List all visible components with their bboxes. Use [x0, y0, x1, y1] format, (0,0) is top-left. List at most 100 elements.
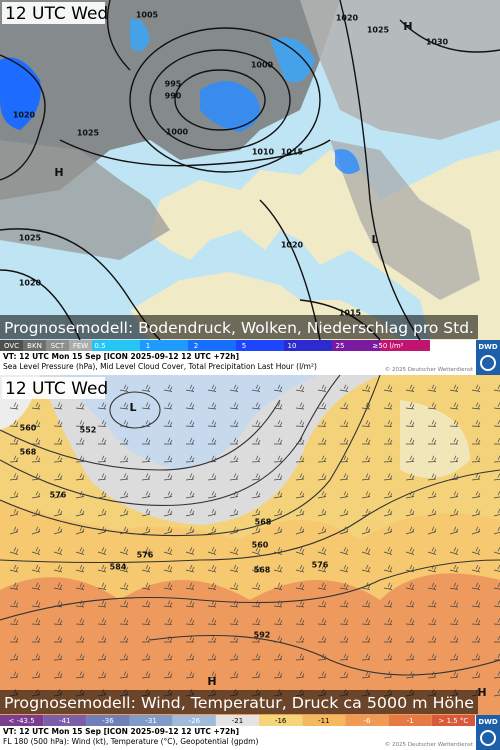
wind-barb — [427, 618, 437, 625]
wind-barb — [185, 526, 195, 535]
wind-barb — [141, 420, 151, 427]
wind-barb — [383, 671, 393, 679]
wind-barb — [317, 582, 327, 590]
map-label: 592 — [254, 631, 271, 640]
legend-label: SCT — [51, 342, 65, 350]
legend-label: 2 — [194, 342, 198, 350]
wind-barb — [163, 491, 173, 499]
wind-barb — [251, 671, 261, 679]
wind-barb — [273, 402, 283, 410]
wind-barb — [53, 653, 63, 661]
wind-barb — [339, 547, 349, 555]
wind-barb — [339, 491, 349, 499]
wind-barb — [317, 491, 327, 499]
wind-barb — [340, 635, 349, 643]
map-label: H — [477, 686, 486, 699]
legend-label: < -43.5 — [8, 717, 34, 725]
wind-barb — [141, 455, 151, 463]
wind-barb — [295, 600, 305, 608]
wind-barb — [119, 564, 129, 573]
wind-barb — [251, 473, 261, 481]
wind-barb — [75, 420, 85, 427]
wind-barb — [405, 582, 415, 590]
wind-barb — [251, 526, 261, 535]
wind-barb — [163, 526, 173, 535]
wind-barb — [185, 402, 195, 410]
wind-barb — [361, 653, 371, 661]
wind-barb — [31, 582, 41, 590]
wind-barb — [229, 564, 239, 573]
wind-barb — [229, 508, 239, 517]
wind-barb — [340, 437, 349, 445]
valid-time: VT: 12 UTC Mon 15 Sep [ICON 2025-09-12 1… — [3, 727, 239, 736]
wind-barb — [361, 402, 371, 410]
legend-swatch — [380, 340, 430, 351]
wind-barb — [471, 402, 481, 410]
wind-barb — [361, 547, 371, 555]
wind-barb — [229, 473, 239, 481]
wind-barb — [9, 420, 19, 427]
map-label: 995 — [165, 80, 182, 89]
wind-barb — [229, 526, 239, 535]
wind-barb — [185, 491, 195, 499]
map-label: 1025 — [19, 234, 42, 243]
wind-barb — [383, 491, 393, 499]
wind-barb — [361, 473, 371, 481]
wind-barb — [427, 473, 437, 481]
wind-barb — [9, 473, 19, 481]
wind-barb — [251, 582, 261, 590]
wind-barb — [97, 508, 107, 517]
wind-barb — [9, 582, 19, 590]
wind-barb — [141, 618, 151, 625]
wind-barb — [207, 384, 217, 392]
wind-barb — [361, 491, 371, 499]
wind-barb — [75, 526, 85, 535]
wind-barb — [339, 473, 349, 481]
wind-barb — [207, 420, 217, 427]
map-label: 584 — [110, 563, 127, 572]
wind-barb — [141, 384, 151, 392]
wind-barb — [251, 653, 261, 661]
legend-label: -26 — [189, 717, 201, 725]
wind-barb — [230, 437, 239, 445]
wind-barb — [273, 420, 283, 427]
panel: 552 560 568 576 584 576 568 560 568 576 592 L H H 12 U… — [0, 377, 500, 750]
wind-barb — [405, 508, 415, 517]
caption-box — [0, 315, 478, 339]
wind-barb — [317, 384, 327, 392]
map-label: 1000 — [166, 128, 189, 137]
wind-barb — [163, 653, 173, 661]
wind-barb — [32, 437, 41, 445]
wind-barb — [185, 582, 195, 590]
legend-label: -11 — [318, 717, 329, 725]
wind-barb — [405, 547, 415, 555]
wind-barb — [185, 384, 195, 392]
wind-barb — [339, 653, 349, 661]
wind-barb — [163, 600, 173, 608]
wind-barb — [9, 526, 19, 535]
wind-barb — [207, 618, 217, 625]
wind-barb — [317, 618, 327, 625]
wind-barb — [31, 455, 41, 463]
wind-barb — [164, 635, 173, 643]
wind-barb — [119, 653, 129, 661]
map-label: 576 — [50, 491, 67, 500]
wind-barb — [383, 455, 393, 463]
legend-label: 5 — [242, 342, 246, 350]
wind-barb — [406, 437, 415, 445]
wind-barb — [339, 420, 349, 427]
wind-barb — [383, 653, 393, 661]
legend-swatch — [431, 715, 475, 726]
wind-barb — [53, 600, 63, 608]
wind-barb — [163, 420, 173, 427]
wind-barb — [207, 402, 217, 410]
wind-barb — [317, 653, 327, 661]
map-label: 1025 — [77, 129, 100, 138]
wind-barb — [98, 437, 107, 445]
wind-barb — [251, 618, 261, 625]
legend-swatch — [172, 715, 216, 726]
wind-barb — [9, 564, 19, 573]
wind-barb — [119, 508, 129, 517]
legend-label: FEW — [73, 342, 88, 350]
wind-barb — [361, 564, 371, 573]
